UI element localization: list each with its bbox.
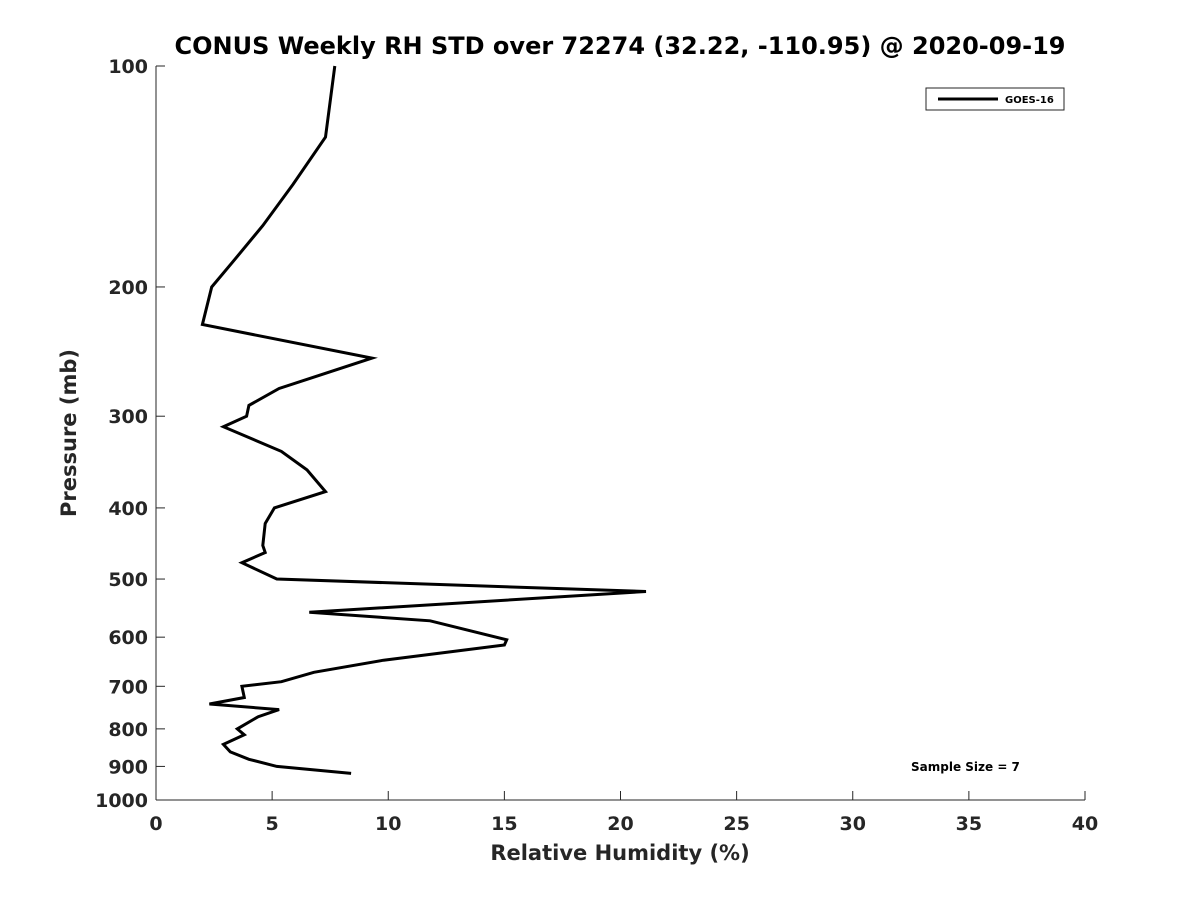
chart-title: CONUS Weekly RH STD over 72274 (32.22, -…: [174, 32, 1065, 60]
y-tick-label: 400: [108, 498, 148, 520]
y-tick-label: 1000: [95, 790, 148, 812]
y-axis-ticks: 100 200 300 400 500 600 700 800 900 1000: [95, 56, 165, 812]
x-tick-label: 30: [840, 813, 866, 835]
x-tick-label: 40: [1072, 813, 1098, 835]
y-axis-label: Pressure (mb): [57, 349, 81, 517]
series-layer: [200, 65, 647, 775]
y-tick-label: 600: [108, 627, 148, 649]
x-tick-label: 5: [266, 813, 279, 835]
y-tick-label: 100: [108, 56, 148, 78]
series-line-goes-16: [200, 65, 647, 775]
x-tick-label: 10: [375, 813, 401, 835]
y-tick-label: 300: [108, 406, 148, 428]
legend: GOES-16: [925, 87, 1065, 111]
y-tick-label: 500: [108, 569, 148, 591]
x-axis-label: Relative Humidity (%): [490, 841, 749, 865]
y-tick-label: 200: [108, 277, 148, 299]
y-tick-label: 800: [108, 719, 148, 741]
y-tick-label: 700: [108, 676, 148, 698]
x-tick-label: 20: [607, 813, 633, 835]
x-tick-label: 25: [723, 813, 749, 835]
sample-size-annotation: Sample Size = 7: [911, 760, 1020, 774]
legend-label-goes-16: GOES-16: [1005, 95, 1054, 106]
x-tick-label: 35: [956, 813, 982, 835]
x-axis-ticks: 0 5 10 15 20 25 30 35 40: [149, 791, 1098, 835]
plot-area: 0 5 10 15 20 25 30 35 40 100 200 300 400 500 600 700 80…: [95, 56, 1098, 835]
x-tick-label: 15: [491, 813, 517, 835]
x-tick-label: 0: [149, 813, 162, 835]
y-tick-label: 900: [108, 756, 148, 778]
